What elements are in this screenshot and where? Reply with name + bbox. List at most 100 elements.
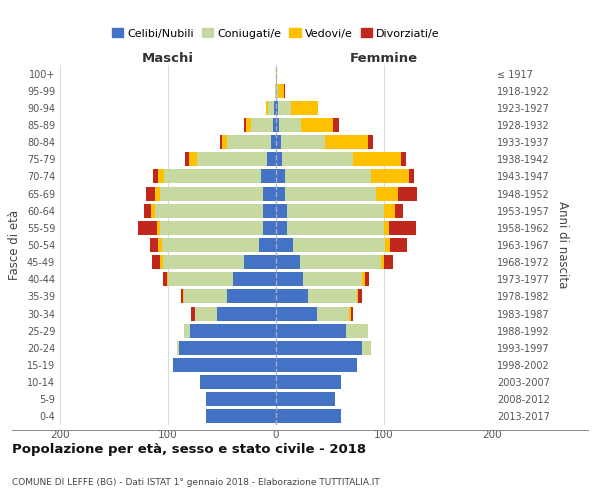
- Bar: [276, 272, 303, 286]
- Bar: [278, 101, 291, 115]
- Bar: [293, 238, 385, 252]
- Bar: [276, 84, 278, 98]
- Bar: [191, 306, 195, 320]
- Bar: [275, 84, 276, 98]
- Bar: [276, 358, 357, 372]
- Bar: [167, 272, 168, 286]
- Bar: [155, 186, 160, 200]
- Bar: [284, 170, 371, 183]
- Bar: [179, 341, 276, 355]
- Bar: [365, 272, 369, 286]
- Bar: [233, 272, 276, 286]
- Bar: [276, 135, 281, 149]
- Bar: [276, 410, 341, 424]
- Bar: [144, 204, 151, 218]
- Bar: [164, 170, 261, 183]
- Bar: [384, 255, 392, 269]
- Text: Popolazione per età, sesso e stato civile - 2018: Popolazione per età, sesso e stato civil…: [12, 442, 366, 456]
- Bar: [160, 186, 263, 200]
- Bar: [300, 255, 381, 269]
- Bar: [276, 204, 287, 218]
- Bar: [362, 272, 365, 286]
- Bar: [163, 272, 167, 286]
- Bar: [389, 221, 416, 235]
- Bar: [276, 290, 308, 304]
- Bar: [279, 118, 301, 132]
- Bar: [333, 118, 338, 132]
- Text: Femmine: Femmine: [350, 52, 418, 65]
- Bar: [283, 152, 353, 166]
- Bar: [158, 170, 164, 183]
- Bar: [146, 186, 155, 200]
- Bar: [368, 135, 373, 149]
- Bar: [152, 255, 160, 269]
- Bar: [301, 118, 333, 132]
- Bar: [263, 221, 276, 235]
- Bar: [195, 306, 217, 320]
- Bar: [271, 135, 276, 149]
- Bar: [268, 101, 274, 115]
- Bar: [149, 238, 158, 252]
- Bar: [308, 290, 357, 304]
- Bar: [276, 375, 341, 389]
- Bar: [287, 204, 384, 218]
- Bar: [266, 101, 268, 115]
- Bar: [325, 135, 368, 149]
- Bar: [268, 152, 276, 166]
- Bar: [263, 204, 276, 218]
- Bar: [362, 341, 371, 355]
- Bar: [276, 306, 317, 320]
- Bar: [183, 290, 184, 304]
- Bar: [353, 152, 401, 166]
- Bar: [358, 290, 362, 304]
- Bar: [349, 306, 350, 320]
- Bar: [200, 375, 276, 389]
- Bar: [227, 290, 276, 304]
- Bar: [276, 101, 278, 115]
- Bar: [261, 170, 276, 183]
- Bar: [153, 170, 158, 183]
- Bar: [276, 66, 277, 80]
- Bar: [184, 290, 227, 304]
- Bar: [357, 290, 358, 304]
- Bar: [217, 306, 276, 320]
- Bar: [151, 204, 155, 218]
- Bar: [197, 152, 268, 166]
- Bar: [155, 204, 263, 218]
- Bar: [303, 272, 362, 286]
- Bar: [385, 238, 391, 252]
- Bar: [160, 221, 263, 235]
- Bar: [274, 101, 276, 115]
- Bar: [401, 152, 406, 166]
- Bar: [287, 221, 384, 235]
- Bar: [246, 118, 251, 132]
- Bar: [220, 135, 222, 149]
- Bar: [381, 255, 384, 269]
- Bar: [346, 324, 368, 338]
- Bar: [281, 135, 325, 149]
- Bar: [398, 186, 418, 200]
- Y-axis label: Anni di nascita: Anni di nascita: [556, 202, 569, 288]
- Bar: [184, 324, 190, 338]
- Bar: [227, 135, 271, 149]
- Bar: [138, 221, 157, 235]
- Bar: [278, 84, 284, 98]
- Bar: [276, 238, 293, 252]
- Bar: [259, 238, 276, 252]
- Bar: [276, 186, 284, 200]
- Bar: [158, 238, 161, 252]
- Bar: [276, 221, 287, 235]
- Bar: [273, 118, 276, 132]
- Bar: [160, 255, 163, 269]
- Bar: [409, 170, 414, 183]
- Bar: [251, 118, 273, 132]
- Bar: [244, 118, 246, 132]
- Bar: [284, 186, 376, 200]
- Bar: [276, 152, 283, 166]
- Bar: [276, 324, 346, 338]
- Bar: [384, 221, 389, 235]
- Text: COMUNE DI LEFFE (BG) - Dati ISTAT 1° gennaio 2018 - Elaborazione TUTTITALIA.IT: COMUNE DI LEFFE (BG) - Dati ISTAT 1° gen…: [12, 478, 380, 487]
- Bar: [163, 255, 244, 269]
- Bar: [222, 135, 227, 149]
- Bar: [176, 341, 179, 355]
